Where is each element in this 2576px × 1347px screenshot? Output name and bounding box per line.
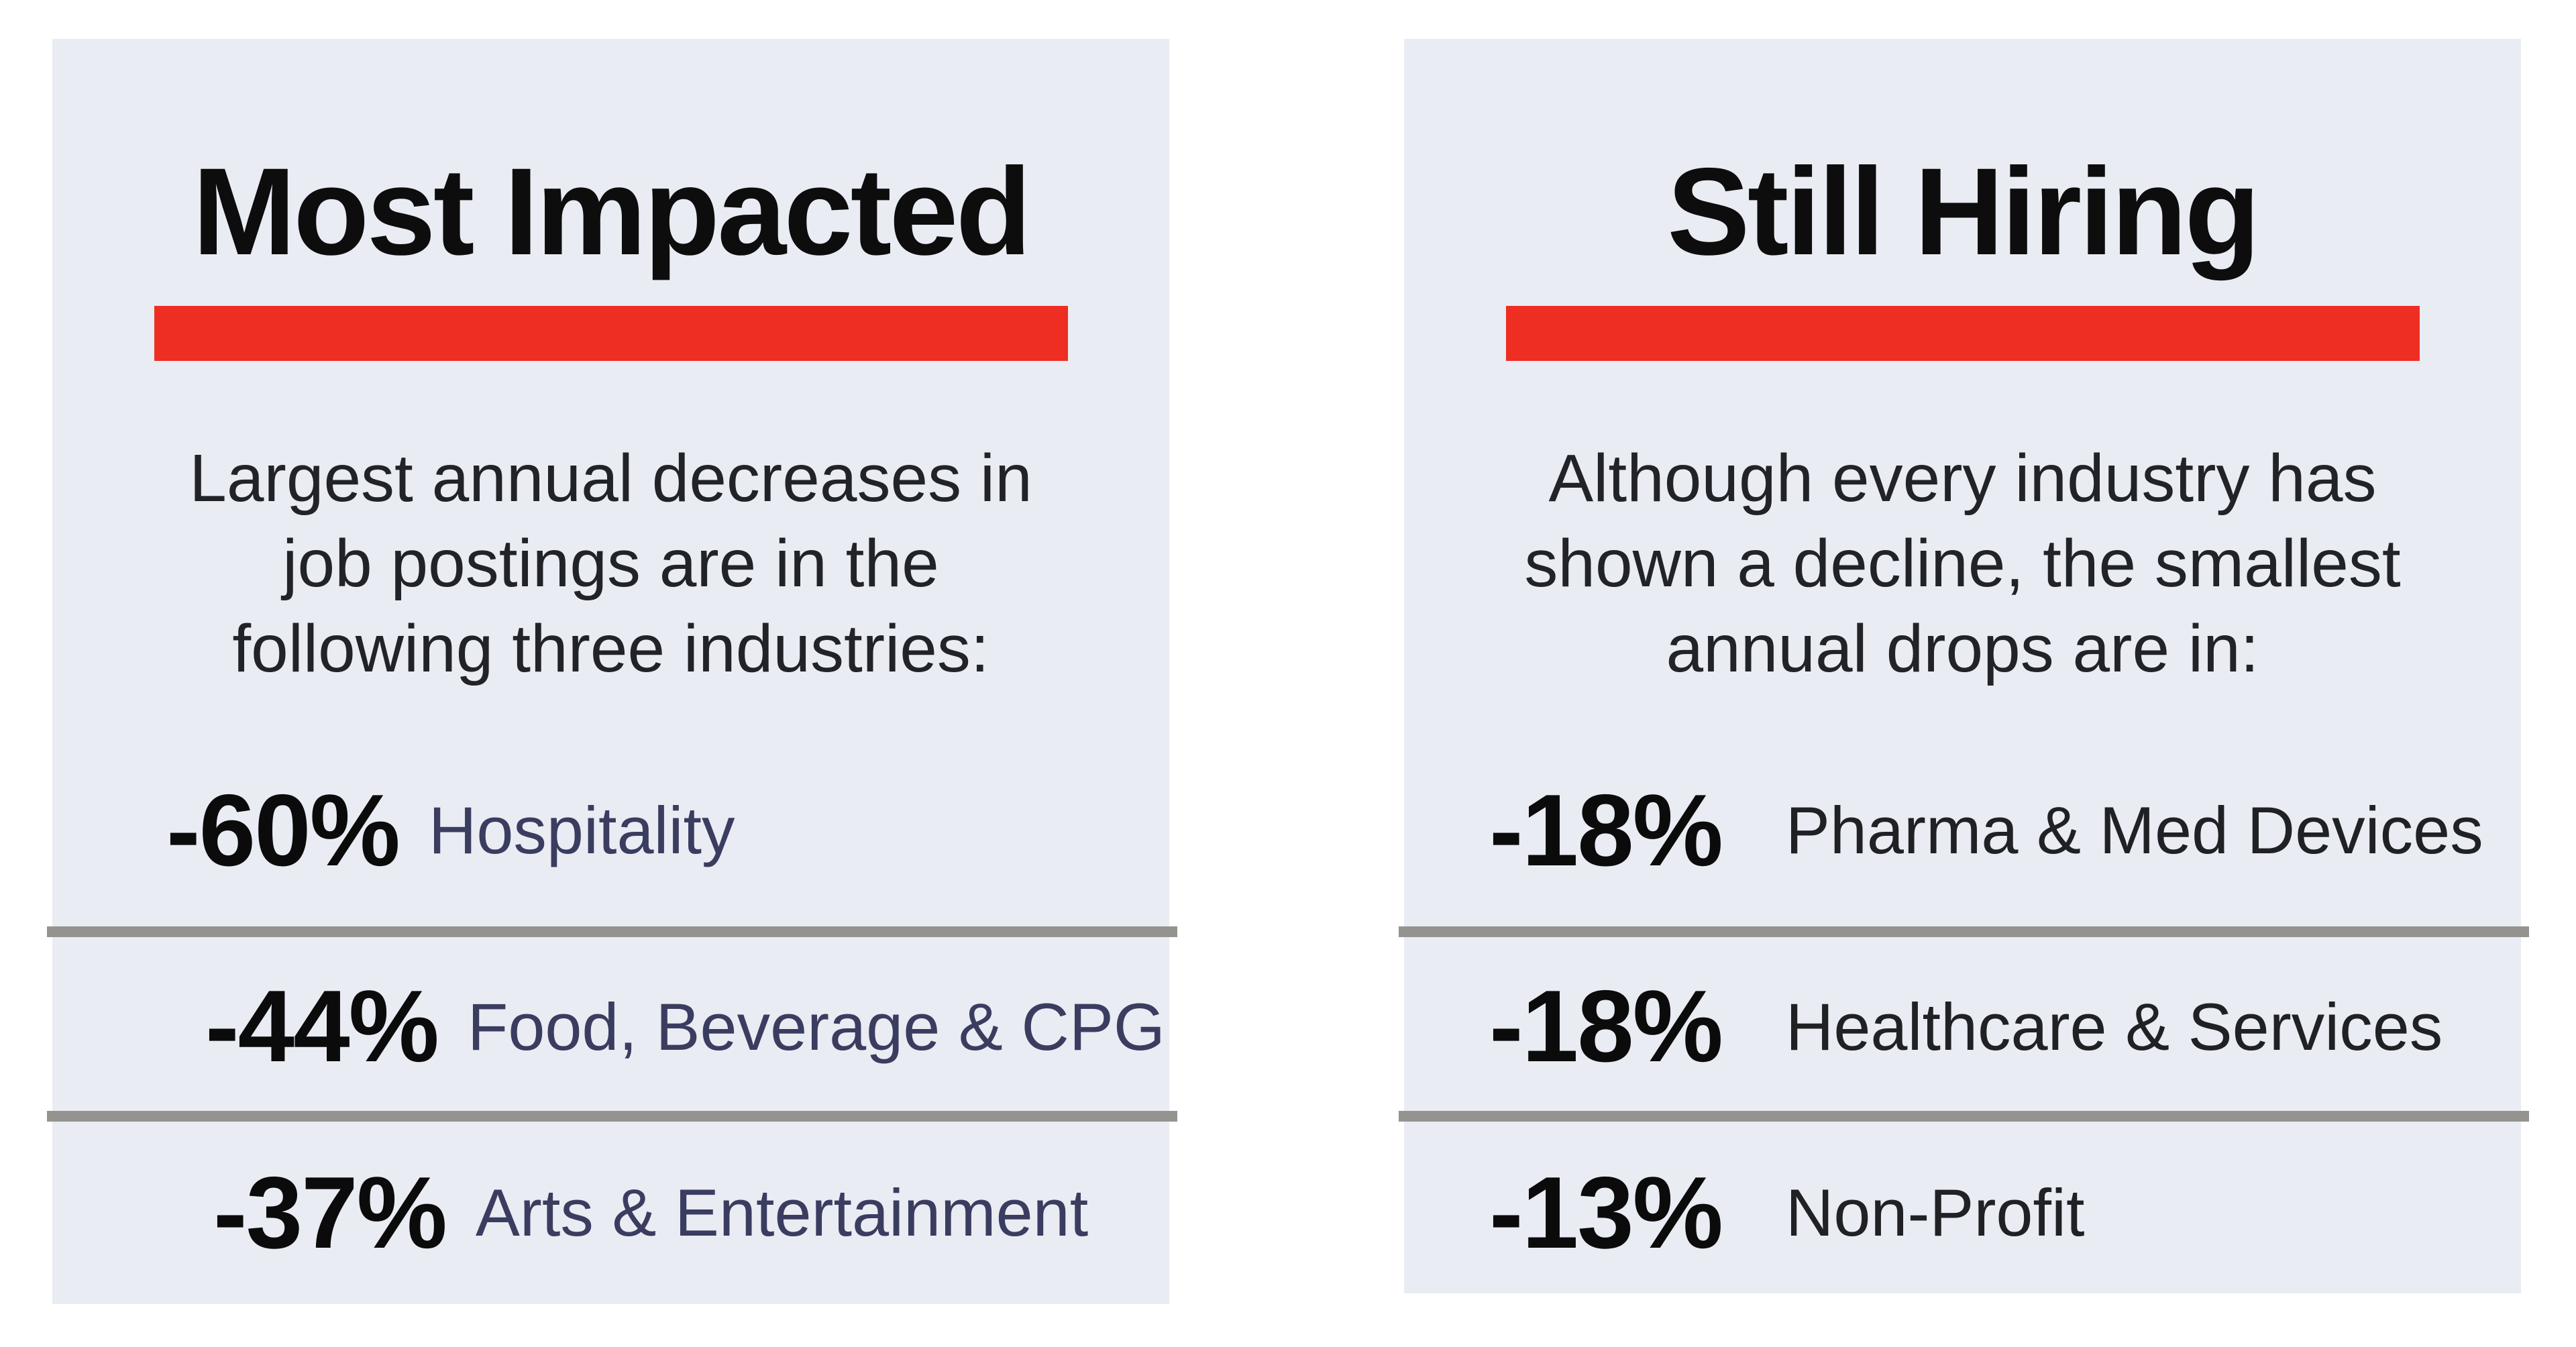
stat-label: Pharma & Med Devices <box>1785 793 2483 867</box>
panel-intro: Largest annual decreases in job postings… <box>189 441 1032 686</box>
stat-value: -37% <box>213 1155 447 1270</box>
row-divider <box>1399 1111 2529 1122</box>
stat-row: -37% Arts & Entertainment <box>52 1122 1169 1304</box>
stat-label: Non-Profit <box>1785 1175 2085 1250</box>
stat-row: -44% Food, Beverage & CPG <box>52 937 1169 1116</box>
panel-title: Most Impacted <box>192 143 1032 281</box>
panel-most-impacted: Most Impacted Largest annual decreases i… <box>47 39 1177 1304</box>
stat-value: -60% <box>166 773 400 887</box>
stat-row: -18% Healthcare & Services <box>1404 937 2521 1116</box>
title-underline-bar <box>1505 306 2420 361</box>
stat-value: -18% <box>1489 969 1723 1083</box>
title-underline-bar <box>154 306 1068 361</box>
stat-label: Hospitality <box>428 793 735 867</box>
panel-title: Still Hiring <box>1667 143 2260 281</box>
stat-row: -18% Pharma & Med Devices <box>1404 737 2521 924</box>
row-divider <box>1399 926 2529 937</box>
row-divider <box>47 1111 1177 1122</box>
stat-label: Healthcare & Services <box>1785 989 2443 1064</box>
stat-value: -44% <box>205 969 439 1083</box>
stat-label: Arts & Entertainment <box>475 1175 1089 1250</box>
panel-still-hiring: Still Hiring Although every industry has… <box>1399 39 2529 1293</box>
stat-label: Food, Beverage & CPG <box>467 989 1165 1064</box>
row-divider <box>47 926 1177 937</box>
stat-row: -13% Non-Profit <box>1404 1122 2521 1304</box>
panel-intro: Although every industry has shown a decl… <box>1524 441 2401 686</box>
stat-value: -13% <box>1489 1155 1723 1270</box>
stat-value: -18% <box>1489 773 1723 887</box>
stat-row: -60% Hospitality <box>52 737 1169 924</box>
